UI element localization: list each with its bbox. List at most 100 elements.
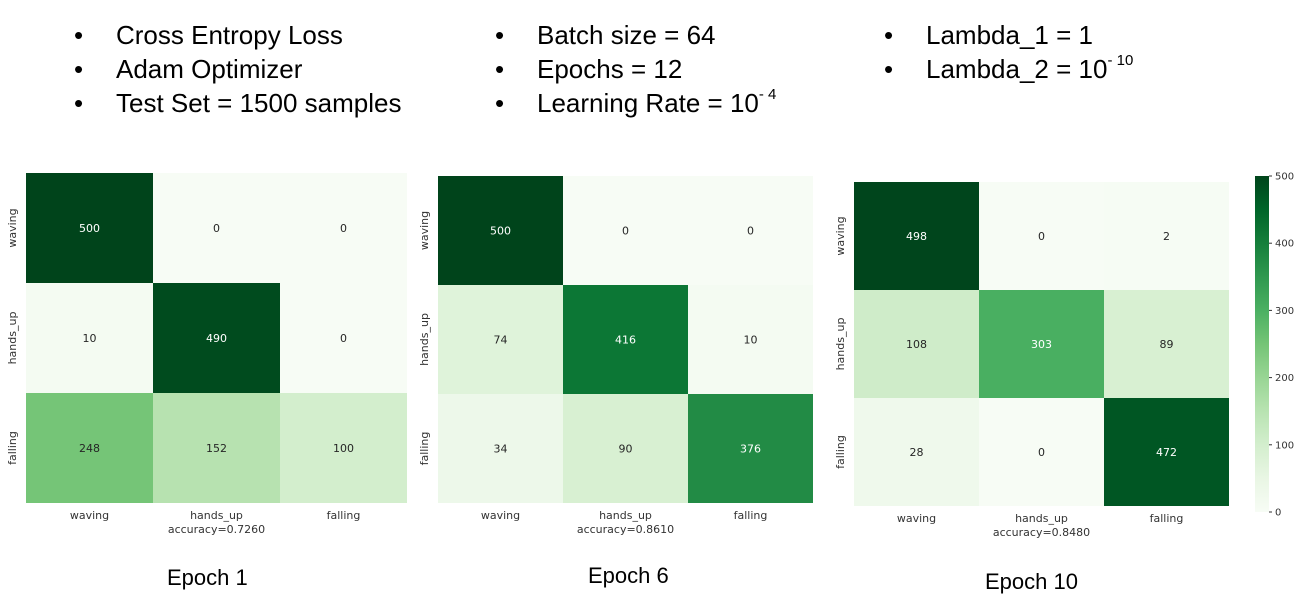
cell-value-label: 0: [1038, 230, 1045, 243]
heatmap-cell: [438, 285, 563, 394]
cell-value-label: 248: [79, 442, 100, 455]
lambda1-item: Lambda_1 = 1: [884, 18, 1133, 52]
hyperparams-list-2: Batch size = 64 Epochs = 12 Learning Rat…: [495, 18, 776, 120]
heatmap-cell: [1104, 182, 1229, 290]
lambda2-base: Lambda_2 = 10: [926, 54, 1108, 84]
y-tick-label: hands_up: [834, 318, 847, 371]
learning-rate-base: Learning Rate = 10: [537, 88, 759, 118]
heatmap-cell: [979, 290, 1104, 398]
test-set-item: Test Set = 1500 samples: [74, 86, 401, 120]
heatmap-cell: [688, 394, 813, 503]
heatmap-cell: [153, 173, 280, 283]
x-tick-label: hands_up: [190, 509, 243, 522]
heatmap-cell: [563, 176, 688, 285]
cell-value-label: 0: [340, 222, 347, 235]
cell-value-label: 498: [906, 230, 927, 243]
colorbar-tick-label: 100: [1275, 440, 1294, 451]
epochs-item: Epochs = 12: [495, 52, 776, 86]
heatmap-cell: [26, 283, 153, 393]
x-tick-label: waving: [70, 509, 109, 522]
cell-value-label: 472: [1156, 446, 1177, 459]
cell-value-label: 500: [79, 222, 100, 235]
cell-value-label: 28: [910, 446, 924, 459]
heatmap-cell: [563, 285, 688, 394]
y-tick-label: waving: [6, 208, 19, 247]
cell-value-label: 100: [333, 442, 354, 455]
cell-value-label: 74: [494, 334, 508, 347]
learning-rate-exponent: - 4: [758, 86, 777, 103]
heatmap-cell: [438, 394, 563, 503]
cell-value-label: 10: [744, 334, 758, 347]
accuracy-label: accuracy=0.8610: [577, 523, 674, 536]
cell-value-label: 0: [747, 225, 754, 238]
y-tick-label: falling: [834, 435, 847, 469]
heatmap-cell: [153, 283, 280, 393]
heatmap-cell: [26, 393, 153, 503]
heatmap-cell: [26, 173, 153, 283]
heatmap-cell: [854, 398, 979, 506]
heatmap-cell: [1104, 398, 1229, 506]
epoch-10-caption: Epoch 10: [985, 569, 1078, 594]
heatmap-cell: [979, 182, 1104, 290]
loss-item: Cross Entropy Loss: [74, 18, 401, 52]
colorbar-tick-label: 300: [1275, 306, 1294, 317]
hyperparams-list-3: Lambda_1 = 1 Lambda_2 = 10- 10: [884, 18, 1133, 86]
optimizer-item: Adam Optimizer: [74, 52, 401, 86]
cell-value-label: 0: [340, 332, 347, 345]
y-tick-label: waving: [418, 211, 431, 250]
x-tick-label: hands_up: [599, 509, 652, 522]
colorbar-tick-label: 400: [1275, 239, 1294, 250]
heatmap-cell: [688, 285, 813, 394]
heatmap-cell: [280, 393, 407, 503]
learning-rate-item: Learning Rate = 10- 4: [495, 86, 776, 120]
y-tick-label: hands_up: [418, 313, 431, 366]
cell-value-label: 0: [622, 225, 629, 238]
heatmap-cell: [1104, 290, 1229, 398]
cell-value-label: 152: [206, 442, 227, 455]
x-tick-label: waving: [481, 509, 520, 522]
cell-value-label: 416: [615, 334, 636, 347]
x-tick-label: falling: [734, 509, 768, 522]
x-tick-label: falling: [1150, 512, 1184, 525]
colorbar-tick-label: 200: [1275, 373, 1294, 384]
colorbar-tick-label: 500: [1275, 172, 1294, 183]
heatmap-cell: [280, 173, 407, 283]
cell-value-label: 34: [494, 443, 508, 456]
x-tick-label: waving: [897, 512, 936, 525]
lambda2-exponent: - 10: [1107, 52, 1134, 69]
cell-value-label: 376: [740, 443, 761, 456]
heatmap-cell: [688, 176, 813, 285]
heatmap-cell: [979, 398, 1104, 506]
cell-value-label: 0: [1038, 446, 1045, 459]
cell-value-label: 89: [1160, 338, 1174, 351]
hyperparams-list-1: Cross Entropy Loss Adam Optimizer Test S…: [74, 18, 401, 120]
y-tick-label: hands_up: [6, 312, 19, 365]
accuracy-label: accuracy=0.8480: [993, 526, 1090, 539]
y-tick-label: falling: [6, 431, 19, 465]
x-tick-label: hands_up: [1015, 512, 1068, 525]
heatmap-cell: [280, 283, 407, 393]
x-tick-label: falling: [327, 509, 361, 522]
cell-value-label: 10: [83, 332, 97, 345]
lambda2-item: Lambda_2 = 10- 10: [884, 52, 1133, 86]
batch-size-item: Batch size = 64: [495, 18, 776, 52]
cell-value-label: 303: [1031, 338, 1052, 351]
heatmap-cell: [854, 182, 979, 290]
cell-value-label: 108: [906, 338, 927, 351]
heatmap-cell: [438, 176, 563, 285]
cell-value-label: 2: [1163, 230, 1170, 243]
epoch-6-caption: Epoch 6: [588, 563, 669, 588]
accuracy-label: accuracy=0.7260: [168, 523, 265, 536]
colorbar-tick-label: 0: [1275, 508, 1281, 519]
cell-value-label: 0: [213, 222, 220, 235]
heatmap-cell: [854, 290, 979, 398]
epoch-1-caption: Epoch 1: [167, 565, 248, 590]
y-tick-label: falling: [418, 432, 431, 466]
colorbar: [1255, 176, 1269, 512]
cell-value-label: 90: [619, 443, 633, 456]
heatmap-cell: [153, 393, 280, 503]
cell-value-label: 500: [490, 225, 511, 238]
